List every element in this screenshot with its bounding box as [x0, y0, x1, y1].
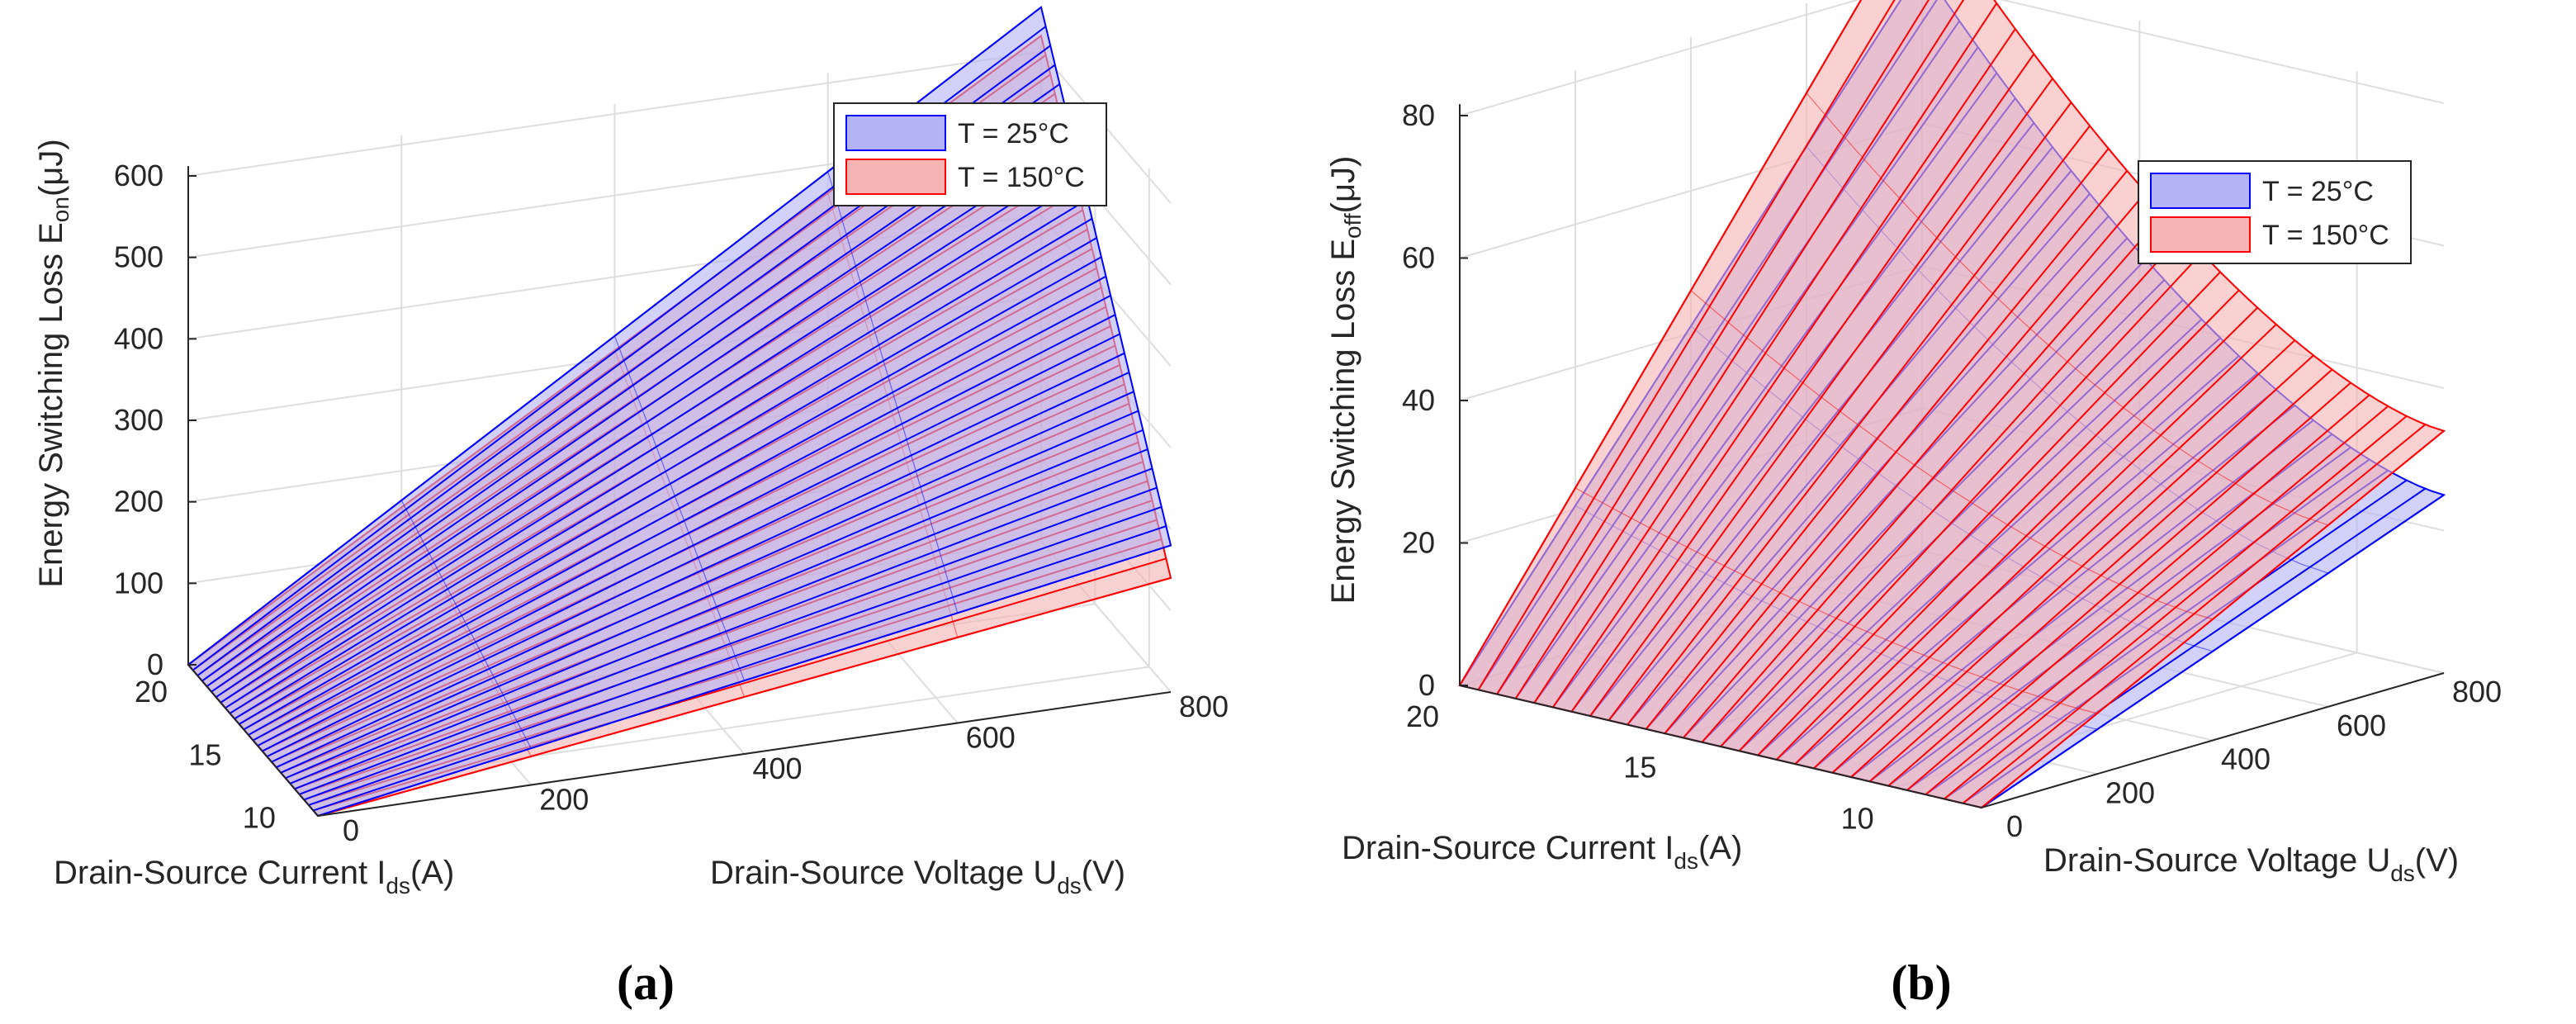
grid-z-80	[1459, 0, 2445, 116]
base-axes	[1459, 672, 2445, 809]
panel-b-legend-25c: T = 25°C	[2262, 176, 2374, 207]
mesh-cross-blue	[400, 500, 532, 749]
z-tick-600: 600	[114, 159, 163, 192]
panel-b-axes	[1459, 104, 2445, 809]
voltage-tick-0: 0	[343, 813, 359, 847]
z-tick-0: 0	[1418, 668, 1435, 702]
panel-b-current-axis-label: Drain-Source Current Ids(A)	[1342, 830, 1742, 874]
mesh-cross-red	[1806, 92, 2329, 526]
panel-b-caption: (b)	[1891, 955, 1951, 1010]
z-tick-100: 100	[114, 566, 163, 600]
panel-b-z-axis-label: Energy Switching Loss Eoff(μJ)	[1325, 156, 1366, 604]
z-tick-400: 400	[114, 321, 163, 355]
panel-b-legend: T = 25°C T = 150°C	[2138, 160, 2412, 264]
voltage-tick-200: 200	[539, 783, 589, 817]
voltage-tick-800: 800	[1179, 690, 1229, 723]
mesh-cross-red	[1690, 290, 2214, 620]
z-tick-300: 300	[114, 403, 163, 437]
voltage-tick-400: 400	[752, 751, 802, 785]
panel-b-legend-150c: T = 150°C	[2262, 220, 2389, 251]
panel-a-caption: (a)	[617, 955, 675, 1010]
z-tick-40: 40	[1402, 383, 1435, 417]
panel-a-legend-swatch-150c	[845, 159, 946, 195]
z-tick-80: 80	[1402, 98, 1435, 132]
grid-i-10	[296, 168, 1150, 792]
panel-b-voltage-axis-label: Drain-Source Voltage Uds(V)	[2043, 842, 2459, 886]
panel-a-legend-25c: T = 25°C	[958, 118, 1069, 149]
voltage-tick-400: 400	[2221, 742, 2271, 776]
panel-a-z-axis-label: Energy Switching Loss Eon(μJ)	[33, 139, 73, 587]
z-tick-0: 0	[147, 647, 163, 681]
mesh-cross-blue	[613, 335, 746, 681]
current-tick-15: 15	[188, 737, 221, 771]
voltage-tick-0: 0	[2006, 809, 2023, 843]
voltage-tick-800: 800	[2452, 675, 2502, 709]
panel-b-legend-swatch-150c	[2150, 216, 2251, 253]
panel-a-legend-swatch-25c	[845, 115, 946, 151]
current-tick-20: 20	[135, 675, 168, 709]
current-tick-20: 20	[1406, 699, 1439, 733]
panel-a-legend-150c: T = 150°C	[958, 162, 1085, 193]
z-tick-500: 500	[114, 240, 163, 274]
z-tick-200: 200	[114, 485, 163, 519]
z-tick-60: 60	[1402, 241, 1435, 275]
panel-a-current-axis-label: Drain-Source Current Ids(A)	[54, 855, 454, 898]
mesh-cross-red	[1574, 487, 2098, 714]
current-tick-10: 10	[243, 801, 276, 835]
panel-b-surfaces	[1458, 0, 2446, 809]
current-tick-10: 10	[1841, 801, 1874, 835]
panel-a-surfaces	[187, 5, 1172, 818]
current-tick-15: 15	[1623, 751, 1656, 785]
mesh-cross-blue	[827, 171, 959, 614]
panel-a-axes	[187, 166, 1172, 818]
voltage-tick-600: 600	[2337, 709, 2386, 742]
base-axes	[187, 664, 1172, 818]
z-tick-20: 20	[1402, 526, 1435, 560]
voltage-tick-200: 200	[2105, 775, 2155, 809]
panel-b-legend-swatch-25c	[2150, 173, 2251, 209]
panel-a-legend: T = 25°C T = 150°C	[833, 102, 1107, 206]
panel-a-voltage-axis-label: Drain-Source Voltage Uds(V)	[710, 855, 1125, 898]
voltage-tick-600: 600	[966, 721, 1016, 755]
